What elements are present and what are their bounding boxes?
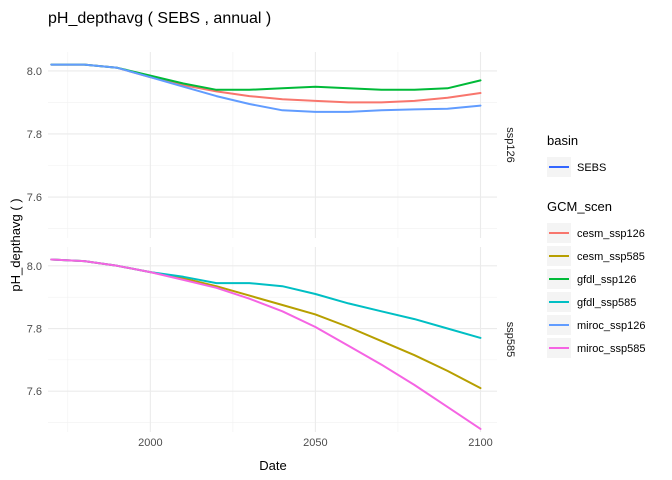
strip-label-ssp126: ssp126: [504, 127, 516, 162]
y-tick-label: 7.8: [27, 129, 42, 141]
x-tick-label: 2000: [138, 437, 162, 449]
y-axis-title: pH_depthavg ( ): [8, 198, 23, 291]
y-tick-label: 7.6: [27, 386, 42, 398]
y-tick-label: 7.8: [27, 324, 42, 336]
legend-basin: basin SEBS: [547, 133, 606, 177]
legend-label-gfdl_ssp585: gfdl_ssp585: [577, 297, 636, 309]
legend-label-miroc_ssp585: miroc_ssp585: [577, 343, 645, 355]
legend-GCM_scen: GCM_scen cesm_ssp126 cesm_ssp585 gfdl_ssp12…: [547, 199, 645, 358]
y-tick-label: 8.0: [27, 66, 42, 78]
panel-ssp126: 7.6 7.8 8.0 ssp126: [27, 52, 516, 238]
series-line-cesm_ssp585: [50, 258, 482, 390]
legend-label-cesm_ssp585: cesm_ssp585: [577, 251, 645, 263]
series-line-miroc_ssp585: [50, 258, 482, 430]
legends: basin SEBS GCM_scen cesm_ssp126 cesm_ssp585g…: [547, 133, 645, 358]
series-line-cesm_ssp126: [50, 63, 482, 104]
chart-title: pH_depthavg ( SEBS , annual ): [48, 10, 271, 27]
legend-title: GCM_scen: [547, 199, 612, 214]
panel-ssp585: 7.6 7.8 8.0 ssp585: [27, 247, 516, 432]
x-tick-label: 2050: [303, 437, 327, 449]
legend-label-gfdl_ssp126: gfdl_ssp126: [577, 274, 636, 286]
legend-label-SEBS: SEBS: [577, 162, 606, 174]
series-line-gfdl_ssp585: [50, 258, 482, 339]
legend-title: basin: [547, 133, 578, 148]
y-tick-label: 8.0: [27, 261, 42, 273]
series-line-miroc_ssp126: [50, 63, 482, 113]
legend-label-miroc_ssp126: miroc_ssp126: [577, 320, 645, 332]
panels: 7.6 7.8 8.0 ssp126 7.6 7.8 8.0 ssp585 2000 2050 21…: [27, 52, 516, 449]
x-axis-title: Date: [259, 458, 286, 473]
y-tick-label: 7.6: [27, 192, 42, 204]
legend-label-cesm_ssp126: cesm_ssp126: [577, 228, 645, 240]
x-tick-label: 2100: [468, 437, 492, 449]
strip-label-ssp585: ssp585: [504, 322, 516, 357]
